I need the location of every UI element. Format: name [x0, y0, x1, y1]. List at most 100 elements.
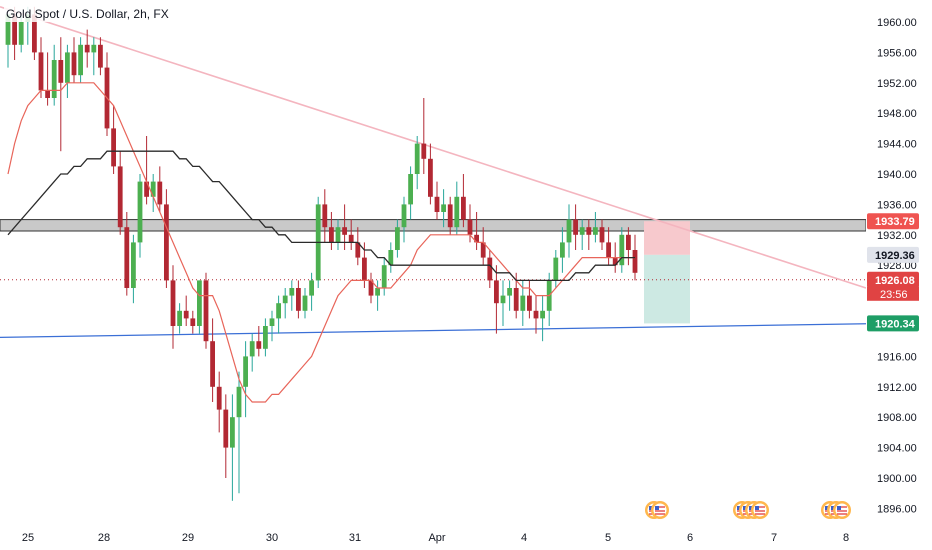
candle: [131, 234, 136, 304]
candle: [5, 14, 11, 68]
candle: [335, 219, 341, 250]
candle: [606, 227, 611, 266]
price-tick-label: 1952.00: [877, 78, 917, 90]
candle-body: [540, 310, 545, 319]
us-flag-canton: [655, 506, 659, 510]
candle: [401, 196, 407, 243]
candle-body: [335, 227, 341, 243]
candle-body: [553, 257, 559, 281]
candle: [84, 29, 90, 68]
candle-body: [309, 280, 314, 296]
candle: [381, 257, 387, 296]
candle-body: [421, 143, 427, 159]
time-tick-label: 7: [771, 532, 777, 544]
candle: [579, 219, 585, 250]
time-scale[interactable]: 25 28 29 30 31 Apr 4 5 6 7 8: [22, 532, 849, 544]
price-tick-label: 1956.00: [877, 47, 917, 59]
candle: [593, 212, 598, 243]
candle: [342, 204, 347, 250]
candle: [51, 44, 57, 106]
candle: [150, 174, 156, 212]
time-tick-label: Apr: [428, 532, 445, 544]
price-tick-label: 1948.00: [877, 108, 917, 120]
candle: [487, 250, 493, 288]
us-flag-icon[interactable]: [651, 501, 669, 519]
event-icons[interactable]: [645, 501, 851, 519]
candle-body: [487, 257, 493, 281]
candle-body: [408, 174, 413, 205]
candle: [474, 212, 479, 250]
time-tick-label: 25: [22, 532, 34, 544]
candle-body: [355, 242, 361, 258]
candle: [626, 227, 631, 266]
candle-body: [573, 219, 578, 235]
candle-body: [236, 386, 242, 418]
candle: [454, 181, 460, 235]
price-tick-label: 1940.00: [877, 169, 917, 181]
us-flag-canton: [825, 506, 829, 510]
candle: [216, 371, 222, 433]
candle: [177, 303, 182, 334]
candle-body: [362, 257, 367, 281]
candle: [322, 189, 328, 243]
candle-body: [566, 219, 572, 243]
candle: [249, 333, 255, 372]
us-flag-icon[interactable]: [751, 501, 769, 519]
candle: [256, 326, 262, 357]
candle-body: [388, 250, 394, 266]
candle-body: [65, 52, 70, 83]
candle-body: [12, 14, 17, 45]
candle: [586, 219, 592, 250]
candle-body: [177, 310, 182, 326]
time-tick-label: 29: [182, 532, 194, 544]
candle-body: [381, 265, 387, 288]
price-tick-label: 1936.00: [877, 199, 917, 211]
price-tick-label: 1912.00: [877, 382, 917, 394]
candle: [500, 280, 506, 326]
countdown-label: 23:56: [880, 289, 908, 301]
candle-body: [527, 295, 532, 311]
zones-layer: [0, 219, 867, 324]
candle-body: [533, 310, 539, 319]
candle: [309, 272, 314, 311]
candle-body: [137, 181, 143, 243]
candle-body: [38, 52, 44, 91]
candle-body: [111, 128, 116, 167]
resistance-zone: [0, 219, 867, 232]
candle-body: [51, 60, 57, 98]
candle-body: [58, 60, 64, 83]
moving-average-fast: [7, 82, 635, 403]
candle: [388, 242, 394, 273]
candle: [540, 295, 545, 342]
price-badge-label: 1929.36: [875, 250, 915, 262]
candle: [117, 151, 123, 235]
us-flag-icon[interactable]: [833, 501, 851, 519]
price-tick-label: 1960.00: [877, 17, 917, 29]
time-tick-label: 30: [266, 532, 278, 544]
candle: [553, 250, 559, 288]
candle-body: [256, 341, 262, 349]
candle-body: [269, 318, 275, 326]
candle-body: [593, 227, 598, 235]
price-scale[interactable]: 1960.00 1956.00 1952.00 1948.00 1944.00 1940.…: [866, 0, 932, 550]
symbol-title[interactable]: Gold Spot / U.S. Dollar, 2h, FX: [4, 6, 171, 22]
candle-body: [447, 204, 453, 228]
candle-body: [223, 409, 229, 448]
candle: [421, 98, 427, 174]
candle-body: [329, 227, 334, 243]
candle: [441, 189, 446, 228]
price-badge: [867, 315, 919, 332]
candle: [302, 288, 308, 319]
candle-body: [71, 52, 77, 76]
candle-body: [395, 227, 400, 250]
price-badge: [867, 246, 919, 263]
candle-body: [606, 242, 611, 258]
us-flag-canton: [749, 506, 753, 510]
support-line: [0, 323, 867, 339]
candle: [414, 136, 420, 190]
price-tick-label: 1928.00: [877, 260, 917, 272]
candle-body: [296, 288, 301, 311]
candle: [619, 227, 625, 273]
candle: [164, 189, 169, 288]
